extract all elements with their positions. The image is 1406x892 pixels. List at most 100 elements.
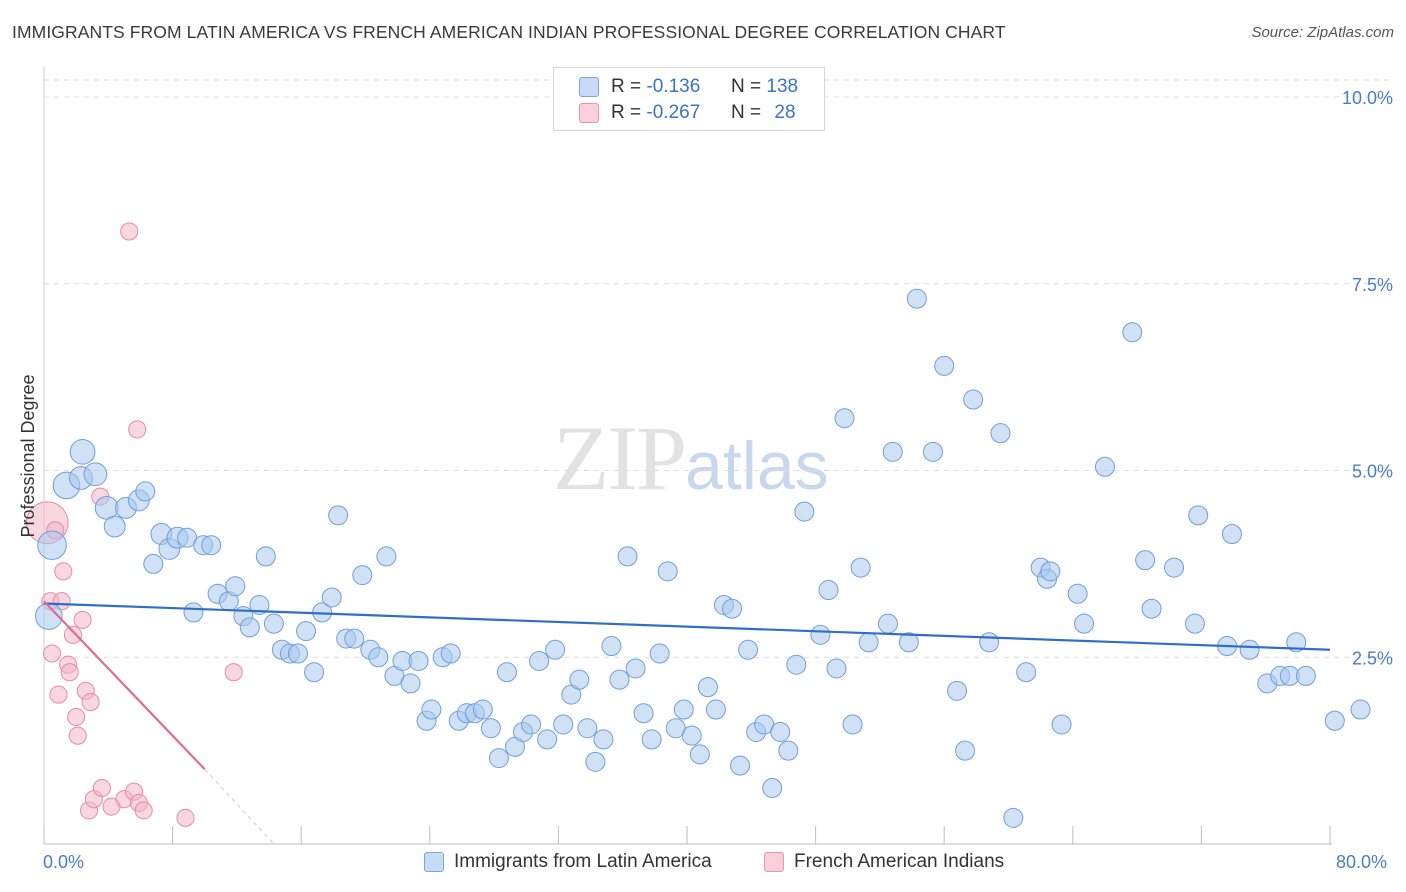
blue-data-point — [577, 718, 598, 739]
blue-series — [35, 288, 1371, 828]
axes — [43, 66, 1332, 845]
blue-data-point — [1074, 613, 1095, 634]
blue-data-point — [705, 699, 726, 720]
watermark: ZIPatlas — [553, 405, 829, 511]
blue-data-point — [834, 408, 855, 429]
blue-data-point — [697, 677, 718, 698]
legend-r-label: R = — [611, 76, 642, 97]
blue-data-point — [786, 654, 807, 675]
blue-data-point — [906, 288, 927, 309]
pink-trend-extension — [204, 768, 275, 845]
pink-data-point — [60, 663, 79, 682]
series-legend: Immigrants from Latin America French Ame… — [0, 851, 1406, 877]
y-tick-label: 7.5% — [1352, 275, 1393, 295]
blue-data-point — [69, 438, 96, 465]
blue-data-point — [421, 699, 442, 720]
chart-title: IMMIGRANTS FROM LATIN AMERICA VS FRENCH … — [12, 22, 1006, 42]
blue-data-point — [858, 632, 879, 653]
pink-series — [25, 222, 243, 827]
y-tick-label: 5.0% — [1352, 462, 1393, 482]
legend-label-latin-america: Immigrants from Latin America — [454, 851, 712, 872]
legend-row-pink: R = -0.267 N = 28 — [554, 101, 796, 125]
legend-row-blue: R = -0.136 N = 138 — [554, 75, 798, 99]
stats-legend: R = -0.136 N = 138 R = -0.267 N = 28 — [553, 67, 825, 131]
blue-data-point — [922, 441, 943, 462]
blue-data-point — [963, 389, 984, 410]
blue-data-point — [770, 721, 791, 742]
blue-data-point — [328, 505, 349, 526]
blue-data-point — [1188, 505, 1209, 526]
blue-data-point — [657, 561, 678, 582]
blue-data-point — [649, 643, 670, 664]
pink-data-point — [63, 625, 82, 644]
blue-data-point — [882, 441, 903, 462]
blue-data-point — [183, 602, 204, 623]
pink-data-point — [54, 562, 73, 581]
x-axis-min-label: 0.0% — [43, 852, 85, 872]
blue-data-point — [553, 714, 574, 735]
blue-data-point — [480, 718, 501, 739]
pink-data-point — [49, 685, 68, 704]
blue-data-point — [794, 501, 815, 522]
pink-data-point — [92, 778, 111, 798]
legend-swatch-blue — [424, 852, 444, 872]
blue-data-point — [877, 613, 898, 634]
blue-data-point — [1094, 456, 1115, 477]
blue-data-point — [408, 650, 429, 671]
legend-n-value-blue: 138 — [766, 76, 799, 97]
pink-data-point — [81, 693, 100, 712]
blue-data-point — [1184, 613, 1205, 634]
blue-data-point — [569, 669, 590, 690]
blue-data-point — [947, 680, 968, 701]
blue-data-point — [304, 662, 325, 683]
blue-data-point — [37, 530, 67, 560]
blue-data-point — [239, 617, 260, 638]
legend-swatch-blue — [579, 77, 599, 97]
blue-data-point — [296, 621, 317, 642]
legend-r-value-blue: -0.136 — [646, 76, 701, 97]
blue-data-point — [352, 565, 373, 586]
blue-data-point — [955, 740, 976, 761]
blue-data-point — [1122, 322, 1143, 343]
blue-data-point — [641, 729, 662, 750]
blue-data-point — [689, 744, 710, 765]
y-tick-label: 10.0% — [1342, 88, 1393, 108]
blue-data-point — [738, 639, 759, 660]
blue-data-point — [681, 725, 702, 746]
blue-data-point — [730, 755, 751, 776]
blue-data-point — [633, 703, 654, 724]
blue-data-point — [1067, 583, 1088, 604]
watermark-atlas: atlas — [685, 428, 829, 504]
blue-data-point — [496, 662, 517, 683]
blue-data-point — [529, 650, 550, 671]
blue-data-point — [143, 553, 164, 574]
watermark-zip: ZIP — [553, 407, 687, 509]
blue-data-point — [321, 587, 342, 608]
blue-data-point — [1295, 665, 1316, 686]
blue-data-point — [255, 546, 276, 567]
blue-data-point — [440, 643, 461, 664]
blue-data-point — [810, 624, 831, 645]
legend-n-value-pink: 28 — [774, 102, 796, 123]
blue-data-point — [1221, 523, 1242, 544]
blue-data-point — [103, 515, 126, 538]
blue-data-point — [225, 576, 246, 597]
blue-data-point — [1040, 561, 1061, 582]
pink-data-point — [73, 610, 92, 629]
blue-data-point — [249, 594, 270, 615]
legend-r-label: R = — [611, 102, 642, 123]
blue-data-point — [762, 777, 783, 798]
pink-data-point — [120, 222, 139, 241]
blue-data-point — [344, 628, 365, 649]
pink-data-point — [224, 663, 243, 682]
blue-data-point — [673, 699, 694, 720]
pink-trend-line — [43, 600, 206, 771]
blue-data-point — [1239, 639, 1260, 660]
blue-data-point — [826, 658, 847, 679]
blue-data-point — [609, 669, 630, 690]
legend-label-french-american-indians: French American Indians — [794, 851, 1005, 872]
legend-swatch-pink — [579, 103, 599, 123]
blue-data-point — [1324, 710, 1345, 731]
blue-data-point — [1016, 662, 1037, 683]
blue-data-point — [778, 740, 799, 761]
